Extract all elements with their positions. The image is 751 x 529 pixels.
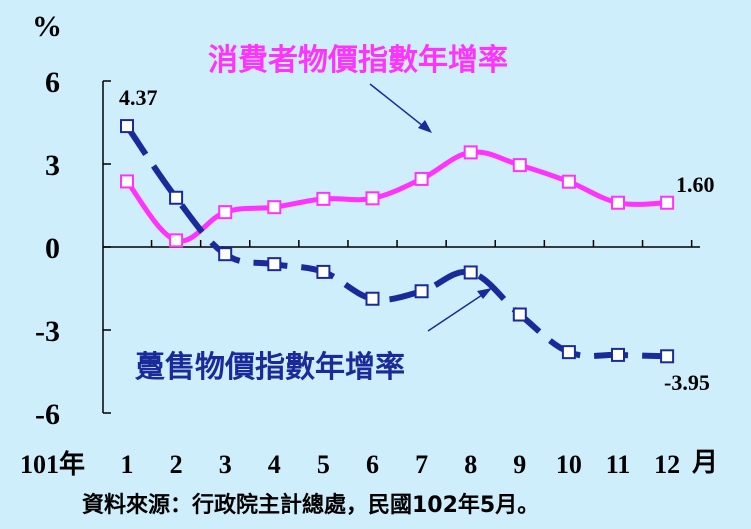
wpi-marker (611, 347, 625, 362)
cpi-marker (611, 195, 625, 210)
cpi-marker (561, 174, 576, 189)
cpi-arrow-head (418, 120, 432, 133)
wpi-marker (512, 307, 527, 322)
cpi-marker (365, 191, 380, 206)
wpi-series-label: 躉售物價指數年增率 (134, 350, 405, 385)
series-layer (120, 119, 675, 364)
wpi-marker (414, 284, 429, 299)
x-suffix-label: 月 (691, 448, 718, 477)
y-tick-label: 0 (45, 232, 60, 265)
x-tick-label: 3 (219, 450, 232, 479)
y-tick-label: -3 (35, 315, 60, 348)
wpi-marker (463, 265, 478, 280)
x-tick-label: 6 (366, 450, 379, 479)
x-tick-label: 11 (606, 450, 631, 479)
x-tick-label: 4 (268, 450, 281, 479)
cpi-marker (267, 200, 282, 215)
wpi-marker (120, 119, 134, 134)
cpi-marker (120, 174, 134, 189)
cpi-marker (463, 145, 478, 160)
wpi-marker (660, 349, 675, 364)
cpi-marker (512, 158, 527, 173)
y-tick-label: 6 (45, 66, 60, 99)
wpi-marker (267, 257, 282, 272)
cpi-label-arrow (369, 83, 429, 131)
wpi-marker (561, 345, 576, 360)
wpi-label-arrow (427, 290, 489, 332)
y-unit-label: % (32, 10, 62, 43)
x-tick-label: 2 (170, 450, 183, 479)
x-tick-label: 12 (654, 450, 680, 479)
cpi-marker (660, 195, 675, 210)
x-tick-label: 10 (556, 450, 582, 479)
x-tick-label: 5 (317, 450, 330, 479)
x-tick-marks (150, 240, 693, 247)
x-tick-labels: 1 2 3 4 5 6 7 8 9 10 11 12 (121, 450, 681, 479)
x-tick-label: 9 (513, 450, 526, 479)
wpi-marker (365, 291, 380, 306)
cpi-marker (218, 205, 233, 220)
x-tick-label: 7 (415, 450, 428, 479)
y-tick-label: -6 (35, 398, 60, 431)
x-tick-label: 1 (121, 450, 134, 479)
wpi-marker (218, 247, 233, 262)
cpi-marker (414, 171, 429, 186)
y-tick-labels: 6 3 0 -3 -6 (35, 66, 60, 431)
cpi-line (125, 149, 668, 244)
cpi-marker (316, 191, 331, 206)
first-wpi-value: 4.37 (119, 85, 158, 110)
y-tick-label: 3 (45, 149, 60, 182)
x-tick-label: 8 (464, 450, 477, 479)
wpi-marker (316, 264, 331, 279)
last-cpi-value: 1.60 (676, 172, 715, 197)
wpi-arrow-head (477, 288, 492, 299)
cpi-series-label: 消費者物價指數年增率 (208, 43, 508, 78)
cpi-marker (169, 233, 184, 248)
last-wpi-value: -3.95 (664, 370, 710, 395)
source-note: 資料來源：行政院主計總處，民國102年5月。 (82, 492, 539, 518)
wpi-marker (169, 190, 184, 205)
x-prefix-label: 101年 (20, 449, 85, 479)
